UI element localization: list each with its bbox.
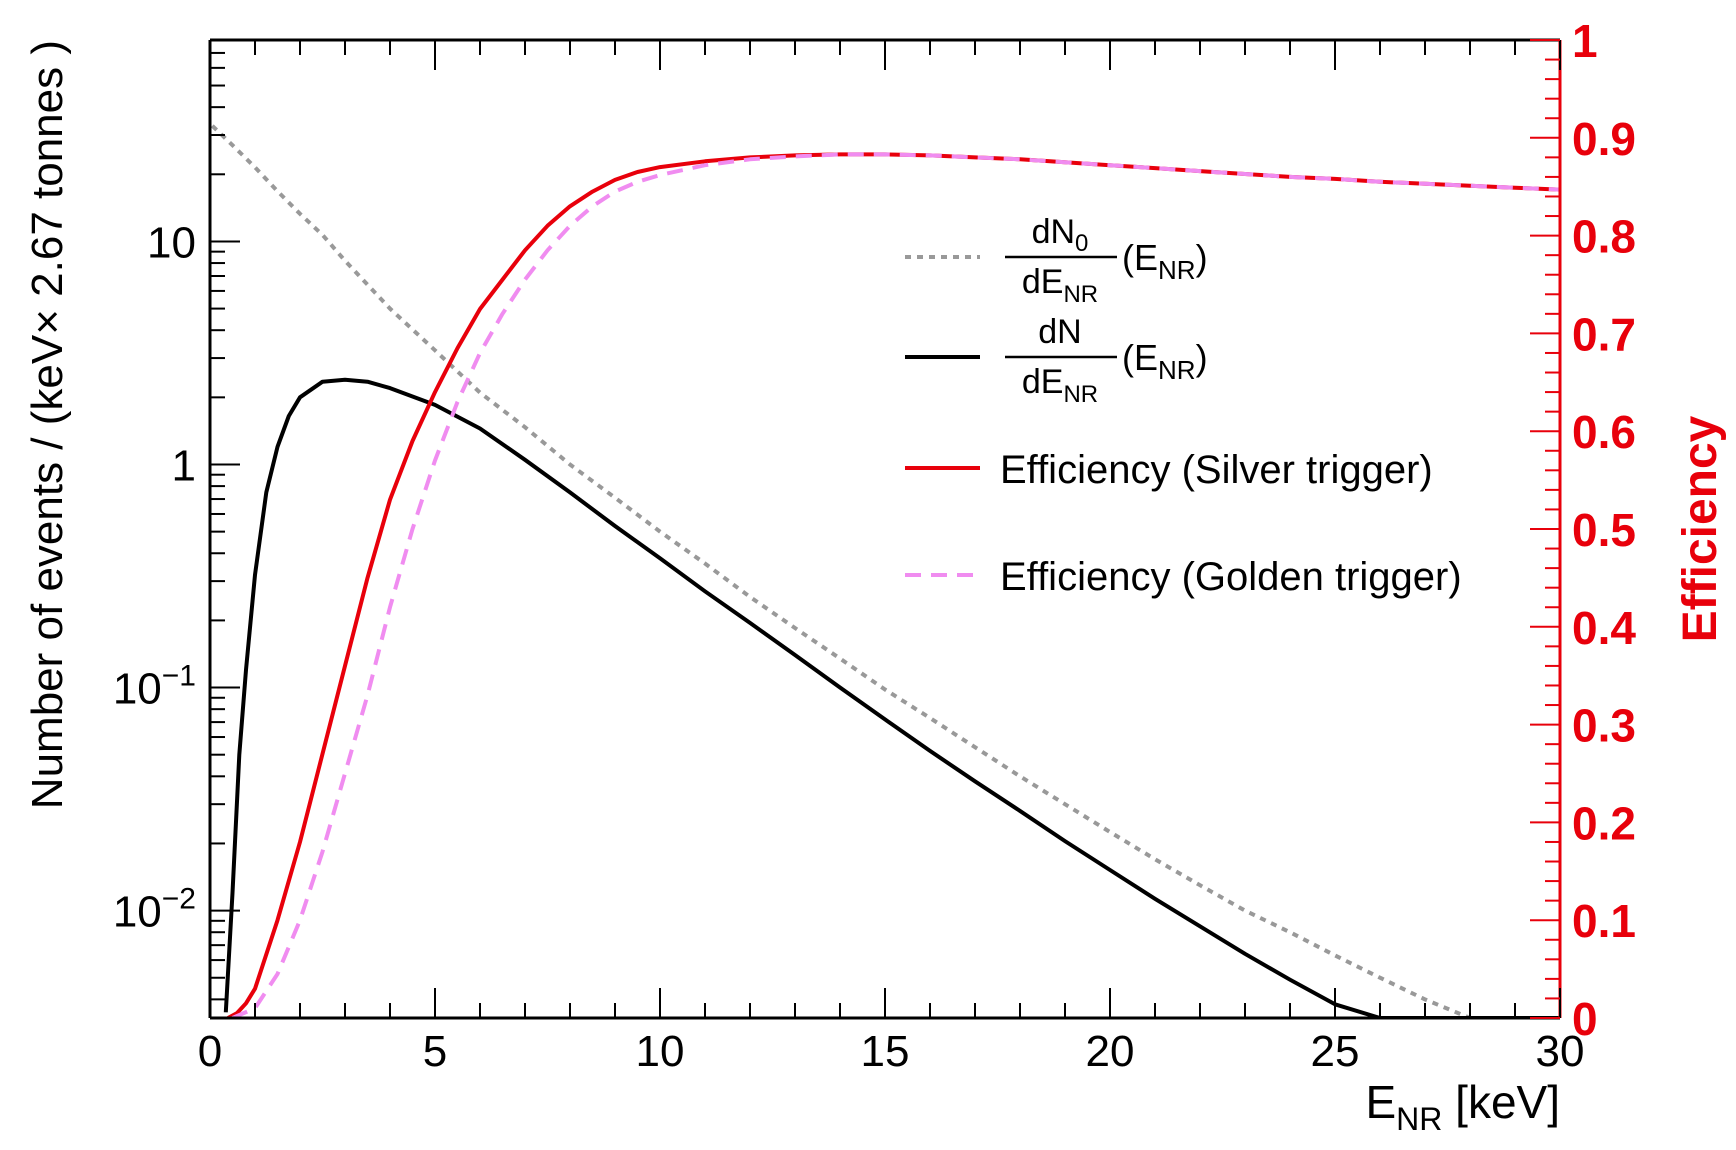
- y-right-tick-label: 0.4: [1572, 602, 1636, 654]
- y-right-tick-label: 1: [1572, 15, 1598, 67]
- y-left-tick-label: 10−1: [113, 660, 196, 714]
- x-tick-label: 10: [636, 1027, 685, 1076]
- x-tick-label: 15: [861, 1027, 910, 1076]
- legend-argument-0: (ENR): [1122, 237, 1208, 285]
- x-tick-label: 20: [1086, 1027, 1135, 1076]
- x-tick-label: 0: [198, 1027, 222, 1076]
- series-layer: [210, 124, 1560, 1018]
- y-right-tick-label: 0.1: [1572, 895, 1636, 947]
- y-left-tick-label: 1: [172, 441, 196, 490]
- legend: dN0 dENR (ENR) dN dENR (ENR) Efficiency (Sil…: [905, 213, 1462, 599]
- legend-argument-1: (ENR): [1122, 337, 1208, 385]
- legend-fraction-numerator-1: dN: [1038, 313, 1081, 351]
- y-right-tick-label: 0.7: [1572, 308, 1636, 360]
- axes-layer: 0 5 10 15 20 25 30 10 1 10−1 10−2 0 0.1 0.2 0.3 0.4 0.5 0…: [23, 15, 1727, 1137]
- y-right-tick-label: 0.3: [1572, 700, 1636, 752]
- y-left-tick-label: 10−2: [113, 883, 196, 937]
- y-right-tick-label: 0.5: [1572, 504, 1636, 556]
- x-tick-label: 25: [1311, 1027, 1360, 1076]
- legend-fraction-numerator-0: dN0: [1032, 213, 1089, 257]
- y-right-tick-label: 0.2: [1572, 797, 1636, 849]
- series-line-1: [223, 377, 1560, 1018]
- legend-label-3: Efficiency (Golden trigger): [1000, 555, 1462, 599]
- y-right-tick-label: 0.6: [1572, 406, 1636, 458]
- y-right-tick-label: 0.9: [1572, 113, 1636, 165]
- y-right-tick-label: 0: [1572, 993, 1598, 1045]
- legend-fraction-denominator-0: dENR: [1022, 263, 1098, 308]
- series-line-3: [231, 152, 1560, 1018]
- y-left-axis-title: Number of events / (keV× 2.67 tonnes ): [23, 40, 72, 809]
- legend-fraction-denominator-1: dENR: [1022, 363, 1098, 408]
- x-tick-label: 30: [1536, 1027, 1585, 1076]
- y-right-tick-label: 0.8: [1572, 211, 1636, 263]
- y-right-axis-title: Efficiency: [1674, 415, 1727, 642]
- x-tick-label: 5: [423, 1027, 447, 1076]
- legend-label-2: Efficiency (Silver trigger): [1000, 448, 1433, 492]
- x-axis-title: ENR [keV]: [1365, 1076, 1560, 1137]
- series-line-0: [210, 124, 1560, 1018]
- y-left-tick-label: 10: [147, 218, 196, 267]
